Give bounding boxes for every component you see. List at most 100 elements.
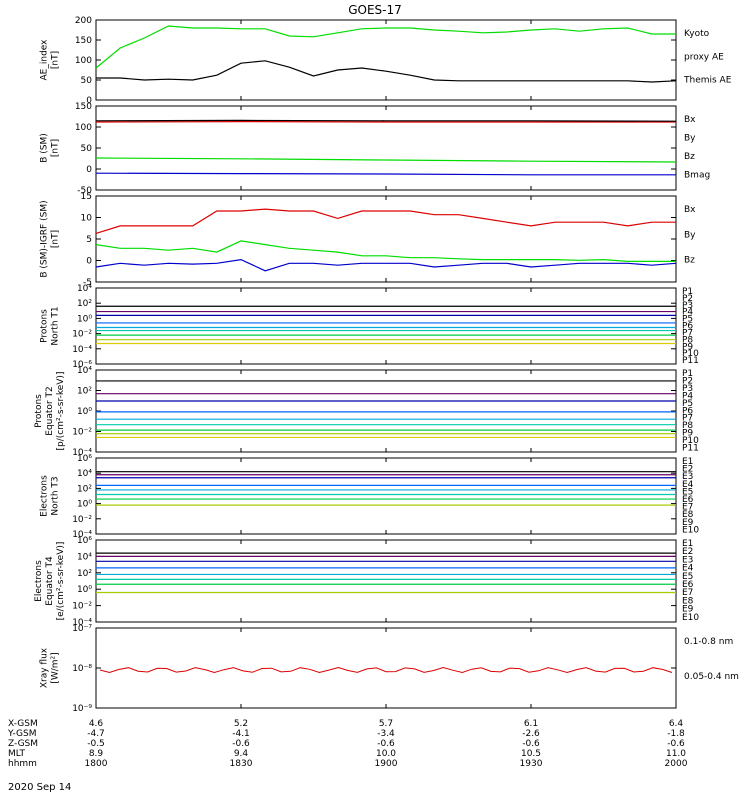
legend-entry: E2 xyxy=(682,547,693,557)
legend-entry: P1 xyxy=(682,369,693,379)
y-axis-label: Electrons xyxy=(40,475,50,517)
legend-entry: P11 xyxy=(682,356,699,366)
y-tick-label: 150 xyxy=(75,36,92,46)
legend-entry: P8 xyxy=(682,335,693,345)
y-tick-label: 0 xyxy=(86,96,92,106)
legend-entry: P7 xyxy=(682,328,693,338)
xray-series-line xyxy=(99,666,673,674)
legend-entry: P10 xyxy=(682,436,699,446)
legend-entry: E5 xyxy=(682,572,693,582)
y-axis-label: [nT] xyxy=(51,51,61,69)
legend-entry: E6 xyxy=(682,495,694,505)
legend-entry: E8 xyxy=(682,510,694,520)
y-tick-label: 5 xyxy=(86,235,92,245)
x-axis-value: -3.4 xyxy=(377,729,395,739)
legend-entry: E2 xyxy=(682,465,693,475)
y-tick-label: 10⁰ xyxy=(77,314,92,324)
legend-entry: P5 xyxy=(682,315,693,325)
x-axis-value: 1900 xyxy=(375,759,398,769)
y-axis-label: North T3 xyxy=(51,476,61,515)
series-line-kyoto-proxy-ae xyxy=(95,25,676,69)
legend-entry: 0.1-0.8 nm xyxy=(684,637,733,647)
x-axis-value: 5.7 xyxy=(379,719,393,729)
x-axis-value: 8.9 xyxy=(89,749,104,759)
x-axis-row-label: hhmm xyxy=(8,759,37,769)
series-line-by xyxy=(95,157,677,163)
legend-entry: P1 xyxy=(682,287,693,297)
y-tick-label: 10⁻⁷ xyxy=(72,624,92,634)
legend-entry: E3 xyxy=(682,555,693,565)
y-axis-label: B (SM) xyxy=(40,133,50,163)
legend-entry: P11 xyxy=(682,444,699,454)
series-line-bx xyxy=(95,258,677,272)
date-label: 2020 Sep 14 xyxy=(8,782,71,793)
y-tick-label: 50 xyxy=(81,76,93,86)
x-axis-value: -4.7 xyxy=(87,729,105,739)
x-axis-row-label: Z-GSM xyxy=(8,739,38,749)
y-tick-label: 100 xyxy=(75,56,92,66)
legend-entry: Bz xyxy=(684,152,695,162)
x-axis-value: 6.4 xyxy=(669,719,684,729)
legend-entry: Bz xyxy=(684,256,695,266)
x-axis-value: -4.1 xyxy=(232,729,250,739)
plot-title: GOES-17 xyxy=(348,3,402,17)
x-axis-value: -0.6 xyxy=(232,739,250,749)
x-axis-value: 10.0 xyxy=(376,749,396,759)
x-axis-row-label: MLT xyxy=(8,749,26,759)
panel-frame-xray xyxy=(95,627,677,709)
y-tick-label: 10⁰ xyxy=(77,585,92,595)
legend-entry: 0.05-0.4 nm xyxy=(684,672,739,682)
panel-frame-pn xyxy=(95,287,677,365)
legend-entry: Themis AE xyxy=(683,76,732,86)
y-axis-label: Protons xyxy=(34,394,44,428)
y-tick-label: 200 xyxy=(75,16,92,26)
x-axis-value: -0.6 xyxy=(377,739,395,749)
legend-entry: P4 xyxy=(682,308,693,318)
legend-entry: E6 xyxy=(682,580,694,590)
y-axis-label: [W/m²] xyxy=(51,652,61,683)
legend-entry: Bmag xyxy=(684,171,710,181)
y-axis-label: AE_index xyxy=(40,39,50,81)
legend-entry: E1 xyxy=(682,539,693,549)
panel-frame-bigrf xyxy=(95,195,677,283)
legend-entry: E4 xyxy=(682,480,694,490)
y-tick-label: 10⁻² xyxy=(72,602,92,612)
legend-entry: P6 xyxy=(682,406,693,416)
x-axis-value: 4.6 xyxy=(89,719,104,729)
legend-entry: P10 xyxy=(682,349,699,359)
x-axis-value: -1.8 xyxy=(667,729,685,739)
x-axis-value: -2.6 xyxy=(522,729,540,739)
legend-entry: P4 xyxy=(682,391,693,401)
panel-frame-en xyxy=(95,457,677,535)
series-line-themis-ae xyxy=(96,60,677,83)
x-axis-value: 10.5 xyxy=(521,749,541,759)
y-tick-label: 15 xyxy=(81,192,92,202)
y-tick-label: -5 xyxy=(83,278,92,288)
panel-frame-ee xyxy=(95,539,677,623)
y-tick-label: 10⁻⁴ xyxy=(72,618,92,628)
y-axis-label: Xray flux xyxy=(40,647,50,688)
legend-entry: P9 xyxy=(682,429,693,439)
y-tick-label: 10⁻² xyxy=(72,428,92,438)
y-axis-label: B (SM)-IGRF (SM) xyxy=(40,200,50,277)
legend-entry: E10 xyxy=(682,525,699,535)
x-axis-row-label: Y-GSM xyxy=(7,729,36,739)
legend-entry: E5 xyxy=(682,487,693,497)
legend-entry: By xyxy=(684,134,696,144)
y-tick-label: 10⁻² xyxy=(72,515,92,525)
legend-entry: E9 xyxy=(682,518,694,528)
y-tick-label: 10⁰ xyxy=(77,500,92,510)
x-axis-value: -0.5 xyxy=(87,739,105,749)
legend-entry: P2 xyxy=(682,376,693,386)
y-tick-label: 10⁻² xyxy=(72,330,92,340)
panel-frame-pe xyxy=(95,369,677,453)
x-axis-value: 9.4 xyxy=(234,749,249,759)
y-tick-label: 100 xyxy=(75,123,92,133)
y-tick-label: 10² xyxy=(77,484,92,494)
legend-entry: By xyxy=(684,230,696,240)
series-line-by xyxy=(95,240,676,262)
y-tick-label: 10⁻⁴ xyxy=(72,345,92,355)
